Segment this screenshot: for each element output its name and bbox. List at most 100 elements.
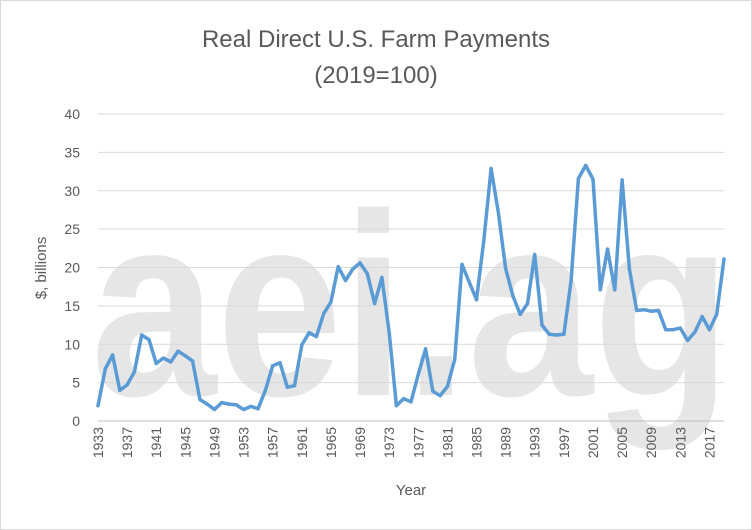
chart-subtitle: (2019=100) (314, 62, 437, 89)
x-tick-label: 1977 (410, 427, 426, 458)
data-point (329, 300, 333, 304)
x-axis-label: Year (396, 482, 426, 499)
x-tick-label: 1957 (265, 427, 281, 458)
series-group (96, 163, 726, 412)
data-point (664, 327, 668, 332)
data-point (540, 323, 544, 327)
data-point (722, 257, 726, 261)
x-tick-label: 2013 (672, 427, 688, 458)
data-point (489, 166, 493, 171)
data-point (139, 333, 144, 337)
data-point (431, 389, 435, 393)
data-point (547, 332, 552, 336)
y-tick-label: 35 (64, 144, 80, 160)
data-point (372, 301, 377, 306)
x-tick-label: 1985 (469, 427, 485, 458)
data-point (321, 311, 326, 316)
data-point (482, 238, 486, 243)
data-point (569, 278, 573, 283)
data-point (678, 326, 683, 330)
data-point (227, 402, 231, 406)
data-point (452, 357, 457, 362)
data-point (125, 383, 129, 387)
data-point (387, 331, 391, 335)
data-point (656, 308, 661, 313)
data-point (198, 397, 202, 402)
x-tick-label: 1945 (177, 427, 193, 458)
data-point (256, 407, 260, 411)
data-point (96, 403, 100, 408)
data-point (649, 309, 653, 313)
data-point (416, 372, 420, 376)
y-tick-label: 30 (64, 183, 80, 199)
data-point (634, 308, 639, 313)
data-point (700, 314, 704, 319)
y-tick-label: 5 (72, 375, 80, 391)
data-point (445, 384, 450, 389)
x-tick-label: 1993 (527, 427, 543, 458)
y-tick-label: 15 (64, 298, 80, 314)
data-point (249, 404, 253, 409)
data-point (671, 327, 675, 332)
data-point (511, 294, 515, 298)
data-point (147, 337, 151, 342)
x-tick-label: 1981 (439, 427, 455, 458)
data-point (496, 210, 501, 214)
x-tick-label: 2017 (701, 427, 717, 458)
data-point (438, 393, 442, 398)
data-point (190, 359, 195, 363)
x-tick-label: 1973 (381, 427, 397, 458)
data-point (533, 252, 537, 257)
data-point (554, 333, 559, 337)
data-point (220, 400, 224, 405)
data-point (380, 275, 384, 280)
y-tick-labels: 0 5 10 15 20 25 30 35 40 (64, 106, 80, 429)
x-tick-label: 1997 (556, 427, 572, 458)
data-point (583, 163, 588, 168)
data-point (154, 361, 158, 366)
data-point (605, 247, 610, 251)
data-point (161, 356, 166, 360)
y-tick-label: 10 (64, 336, 80, 352)
x-tick-label: 2005 (614, 427, 630, 458)
data-point (620, 178, 624, 182)
x-tick-label: 1965 (323, 427, 339, 458)
data-point (693, 330, 697, 334)
data-point (474, 298, 479, 302)
data-point (715, 312, 719, 317)
data-point (409, 400, 413, 404)
data-point (525, 301, 530, 306)
data-point (132, 370, 137, 374)
x-tick-label: 2009 (643, 427, 659, 458)
data-point (110, 353, 115, 357)
x-tick-label: 1961 (294, 427, 310, 458)
x-tick-label: 1953 (236, 427, 252, 458)
data-point (598, 288, 602, 292)
x-tick-label: 1933 (90, 427, 106, 458)
data-point (285, 385, 289, 389)
data-point (343, 278, 348, 283)
data-point (169, 360, 173, 364)
chart-title: Real Direct U.S. Farm Payments (202, 26, 550, 53)
data-point (241, 407, 246, 412)
data-point (314, 334, 319, 339)
data-point (402, 397, 406, 401)
data-point (518, 312, 522, 317)
data-point (562, 332, 566, 336)
data-point (576, 176, 581, 181)
data-point (307, 331, 311, 335)
data-point (351, 267, 355, 271)
data-point (503, 266, 508, 270)
x-tick-label: 2001 (585, 427, 601, 458)
data-point (103, 367, 107, 371)
data-point (292, 383, 297, 388)
x-tick-label: 1949 (206, 427, 222, 458)
data-point (627, 267, 632, 271)
data-point (685, 338, 690, 343)
y-axis-label: $, billions (33, 237, 50, 300)
y-tick-label: 40 (64, 106, 80, 122)
data-point (707, 327, 712, 332)
data-point (278, 360, 282, 365)
data-point (118, 388, 122, 392)
data-point (460, 262, 464, 267)
